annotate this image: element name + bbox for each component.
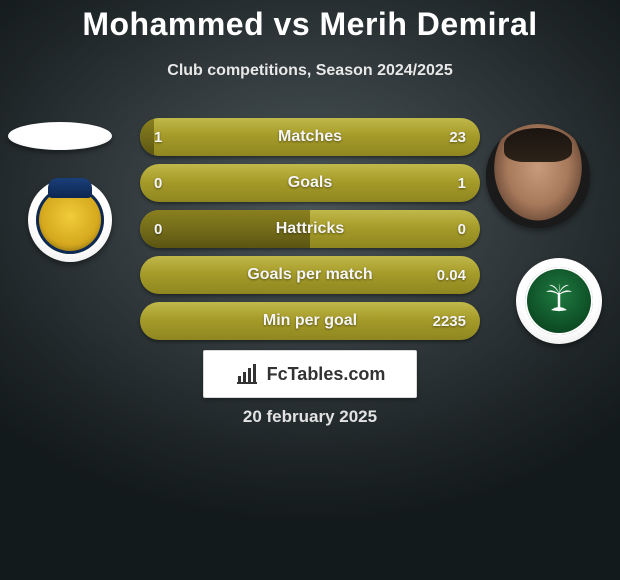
stat-right-value: 0: [458, 210, 466, 248]
stat-row-mpg: Min per goal 2235: [140, 302, 480, 340]
stat-label: Goals per match: [140, 256, 480, 294]
crest-crown: [48, 178, 92, 198]
club-right-crest: [516, 258, 602, 344]
brand-text: FcTables.com: [267, 364, 386, 385]
stat-row-goals: 0 Goals 1: [140, 164, 480, 202]
crest-inner-green: [525, 267, 593, 335]
club-left-crest: [28, 178, 112, 262]
date-label: 20 february 2025: [0, 407, 620, 427]
player-hair: [504, 128, 572, 162]
palm-icon: [541, 280, 577, 322]
stat-label: Matches: [140, 118, 480, 156]
stat-right-value: 0.04: [437, 256, 466, 294]
stat-right-value: 2235: [433, 302, 466, 340]
stat-label: Goals: [140, 164, 480, 202]
stat-row-matches: 1 Matches 23: [140, 118, 480, 156]
crest-inner: [36, 186, 104, 254]
stat-label: Hattricks: [140, 210, 480, 248]
player-left-avatar: [8, 122, 112, 150]
page-title: Mohammed vs Merih Demiral: [0, 6, 620, 43]
stat-label: Min per goal: [140, 302, 480, 340]
stat-row-gpm: Goals per match 0.04: [140, 256, 480, 294]
chart-icon: [235, 362, 259, 386]
page-subtitle: Club competitions, Season 2024/2025: [0, 62, 620, 80]
stats-container: 1 Matches 23 0 Goals 1 0 Hattricks 0 Goa…: [140, 118, 480, 348]
stat-right-value: 23: [449, 118, 466, 156]
stat-right-value: 1: [458, 164, 466, 202]
player-right-avatar: [486, 124, 590, 228]
brand-box[interactable]: FcTables.com: [203, 350, 417, 398]
stat-row-hattricks: 0 Hattricks 0: [140, 210, 480, 248]
